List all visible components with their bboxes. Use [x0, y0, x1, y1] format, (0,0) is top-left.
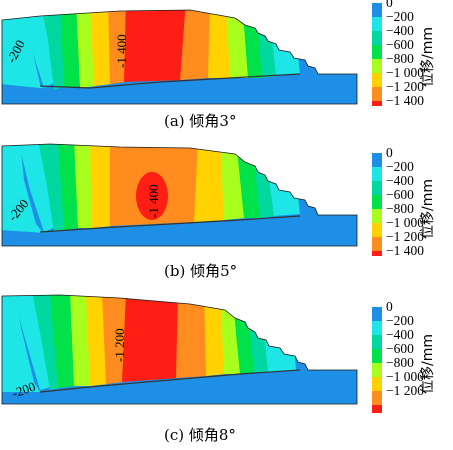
- slope-outline-a: [1, 9, 358, 105]
- legend-swatch: [372, 405, 382, 413]
- unit-label-a: 位移/mm: [420, 27, 436, 87]
- unit-label-b: 位移/mm: [420, 179, 436, 239]
- legend-swatch: [372, 17, 382, 31]
- legend-value: −200: [386, 313, 414, 328]
- legend-value: −1 400: [386, 243, 424, 258]
- legend-value: 0: [386, 299, 393, 314]
- weak-layer-line-b: [39, 215, 301, 233]
- panel-a: -200 -1 400 (a) 倾角3° 0 −200 −400 −600 −8…: [0, 0, 453, 138]
- contour-plot-c: -200 -1 200: [1, 294, 358, 405]
- legend-value: −1 200: [386, 229, 424, 244]
- legend-value: −800: [386, 51, 414, 66]
- weak-layer-line-c: [39, 369, 301, 393]
- legend-swatch: [372, 391, 382, 405]
- legend-swatch: [372, 349, 382, 363]
- panel-c: -200 -1 200 (c) 倾角8° 0 −200 −400 −600 −8…: [0, 292, 453, 450]
- legend-swatch: [372, 237, 382, 251]
- legend-swatch: [372, 101, 382, 106]
- legend-value: −800: [386, 355, 414, 370]
- legend-value: −1 000: [386, 369, 424, 384]
- legend-swatch: [372, 181, 382, 195]
- legend-swatch: [372, 209, 382, 223]
- legend-value: 0: [386, 0, 393, 10]
- legend-value: −1 000: [386, 215, 424, 230]
- legend-swatch: [372, 195, 382, 209]
- legend-value: −1 400: [386, 93, 424, 108]
- legend-value: −200: [386, 159, 414, 174]
- caption-b: (b) 倾角5°: [164, 262, 238, 280]
- legend-swatch: [372, 363, 382, 377]
- legend-value: −600: [386, 37, 414, 52]
- legend-value: 0: [386, 145, 393, 160]
- legend-value: −1 200: [386, 79, 424, 94]
- slope-outline-c: [1, 294, 358, 405]
- contour-label-b-1400: -1 400: [146, 184, 161, 218]
- unit-label-c: 位移/mm: [420, 334, 436, 394]
- panel-b: -200 -1 400 (b) 倾角5° 0 −200 −400 −600 −8…: [0, 140, 453, 282]
- legend-value: −800: [386, 201, 414, 216]
- legend-value: −600: [386, 341, 414, 356]
- legend-swatch: [372, 153, 382, 167]
- legend-swatch: [372, 87, 382, 101]
- legend-value: −400: [386, 173, 414, 188]
- slope-outline-b: [1, 143, 358, 247]
- legend-value: −400: [386, 23, 414, 38]
- legend-swatch: [372, 335, 382, 349]
- legend-value: −400: [386, 327, 414, 342]
- legend-value: −200: [386, 9, 414, 24]
- caption-c: (c) 倾角8°: [164, 426, 236, 444]
- legend-swatch: [372, 73, 382, 87]
- legend-swatch: [372, 45, 382, 59]
- legend-swatch: [372, 251, 382, 256]
- legend-value: −1 000: [386, 65, 424, 80]
- legend-swatch: [372, 59, 382, 73]
- legend-swatch: [372, 167, 382, 181]
- weak-layer-line-a: [39, 73, 301, 89]
- contour-plot-b: -200 -1 400: [1, 143, 358, 247]
- legend-swatch: [372, 377, 382, 391]
- contour-plot-a: -200 -1 400: [1, 9, 358, 105]
- legend-swatch: [372, 321, 382, 335]
- legend-swatch: [372, 3, 382, 17]
- legend-swatch: [372, 223, 382, 237]
- legend-value: −600: [386, 187, 414, 202]
- caption-a: (a) 倾角3°: [164, 112, 237, 130]
- contour-label-a-1400: -1 400: [114, 34, 129, 68]
- contour-label-c-1200: -1 200: [112, 328, 127, 362]
- legend-swatch: [372, 31, 382, 45]
- legend-value: −1 200: [386, 383, 424, 398]
- legend-swatch: [372, 307, 382, 321]
